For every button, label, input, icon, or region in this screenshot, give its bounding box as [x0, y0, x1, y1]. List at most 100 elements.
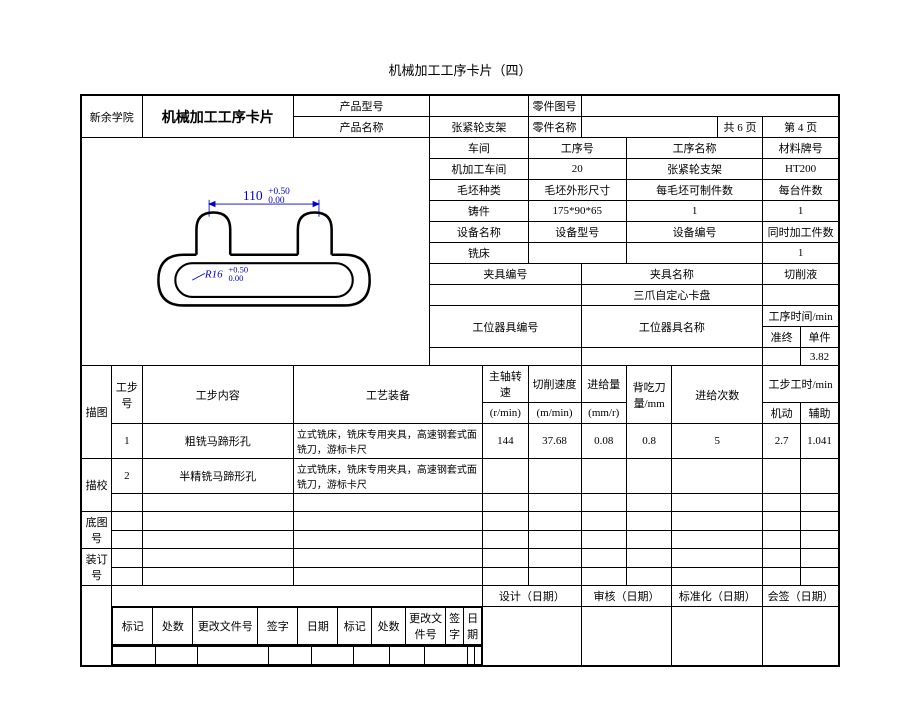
card-title: 机械加工工序卡片 — [142, 96, 293, 138]
blank-type: 铸件 — [430, 201, 528, 222]
cell — [354, 647, 390, 665]
step-content-header: 工步内容 — [142, 366, 293, 424]
step-feed: 0.08 — [581, 424, 626, 459]
step-mt: 2.7 — [763, 424, 801, 459]
cell — [155, 647, 198, 665]
feed-unit: (mm/r) — [581, 403, 626, 424]
cell — [142, 549, 293, 568]
unit-time: 3.82 — [801, 348, 839, 366]
cell — [113, 647, 156, 665]
side-bottom-no-label: 底图号 — [82, 512, 112, 549]
cell — [528, 567, 581, 586]
cell — [142, 494, 293, 512]
svg-text:110: 110 — [243, 187, 263, 202]
cell — [763, 607, 839, 666]
cell — [528, 459, 581, 494]
info-workshop-label: 车间 — [430, 138, 528, 159]
cell — [293, 567, 482, 586]
cell — [293, 549, 482, 568]
change-block-1: 标记 处数 更改文件号 签字 日期 标记 处数 更改文件号 签字 日期 — [112, 607, 483, 646]
cell — [468, 647, 475, 665]
cell — [528, 494, 581, 512]
cell — [198, 647, 269, 665]
info-op-no-label: 工序号 — [528, 138, 626, 159]
total-pages: 共 6 页 — [717, 117, 762, 138]
cell — [672, 567, 763, 586]
cell — [142, 512, 293, 531]
school-name: 新余学院 — [82, 96, 143, 138]
cell — [112, 549, 142, 568]
cell — [626, 567, 671, 586]
cell — [483, 567, 528, 586]
cell — [763, 459, 801, 494]
aux-time-header: 辅助 — [801, 403, 839, 424]
blank-type-label: 毛坯种类 — [430, 180, 528, 201]
cell — [763, 494, 801, 512]
cell — [483, 512, 528, 531]
cell — [389, 647, 425, 665]
step-spindle: 144 — [483, 424, 528, 459]
fixture-name-label: 夹具名称 — [581, 264, 763, 285]
cell — [763, 549, 801, 568]
blank-dim-label: 毛坯外形尺寸 — [528, 180, 626, 201]
product-model-label: 产品型号 — [293, 96, 429, 117]
part-drawing-no — [581, 96, 838, 117]
design-label: 设计（日期） — [483, 586, 581, 607]
cell — [82, 586, 112, 666]
cell — [672, 607, 763, 666]
sig-label-2: 签字 — [446, 608, 464, 645]
cell — [626, 459, 671, 494]
side-drawing-label: 描图 — [82, 366, 112, 459]
main-table: 新余学院 机械加工工序卡片 产品型号 零件图号 产品名称 张紧轮支架 零件名称 … — [81, 95, 839, 666]
spindle-header: 主轴转速 — [483, 366, 528, 403]
cell — [112, 494, 142, 512]
info-op-name: 张紧轮支架 — [626, 159, 762, 180]
change-file-label-2: 更改文件号 — [406, 608, 446, 645]
passes-header: 进给次数 — [672, 366, 763, 424]
product-model — [430, 96, 528, 117]
step-no: 2 — [112, 459, 142, 494]
coolant-label: 切削液 — [763, 264, 839, 285]
cell — [626, 512, 671, 531]
cell — [581, 530, 626, 549]
fixture-name: 三爪自定心卡盘 — [581, 285, 763, 306]
loc-label-2: 处数 — [372, 608, 406, 645]
technical-drawing: 110 +0.50 0.00 R16 +0.50 — [82, 138, 430, 366]
blank-dim: 175*90*65 — [528, 201, 626, 222]
info-workshop: 机加工车间 — [430, 159, 528, 180]
cell — [626, 494, 671, 512]
cell — [581, 549, 626, 568]
cell — [801, 549, 839, 568]
cell — [293, 494, 482, 512]
step-no: 1 — [112, 424, 142, 459]
table-row: 1 粗铣马蹄形孔 立式铣床，铣床专用夹具，高速钢套式面铣刀，游标卡尺 144 3… — [82, 424, 839, 459]
cell — [528, 512, 581, 531]
cell — [528, 549, 581, 568]
cell — [483, 530, 528, 549]
step-passes: 5 — [672, 424, 763, 459]
parts-per-blank: 1 — [626, 201, 762, 222]
cell — [425, 647, 468, 665]
info-material: HT200 — [763, 159, 839, 180]
cell — [528, 530, 581, 549]
change-block-2 — [112, 646, 483, 666]
time-header: 工步工时/min — [763, 366, 839, 403]
station-tool-no-label: 工位器具编号 — [430, 306, 581, 348]
step-equip: 立式铣床，铣床专用夹具，高速钢套式面铣刀，游标卡尺 — [293, 459, 482, 494]
part-name-label: 零件名称 — [528, 117, 581, 138]
equip-no-label: 设备编号 — [626, 222, 762, 243]
cell — [672, 530, 763, 549]
side-binding-label: 装订号 — [82, 549, 112, 586]
parts-per-unit: 1 — [763, 201, 839, 222]
date-label: 日期 — [298, 608, 338, 645]
equip-no — [626, 243, 762, 264]
depth-header: 背吃刀量/mm — [626, 366, 671, 424]
review-label: 审核（日期） — [581, 586, 672, 607]
table-row: 描校 2 半精铣马蹄形孔 立式铣床，铣床专用夹具，高速钢套式面铣刀，游标卡尺 — [82, 459, 839, 494]
cell — [672, 549, 763, 568]
cell — [142, 530, 293, 549]
cell — [763, 530, 801, 549]
sig-label: 签字 — [258, 608, 298, 645]
cell — [311, 647, 354, 665]
sign-label: 会签（日期） — [763, 586, 839, 607]
